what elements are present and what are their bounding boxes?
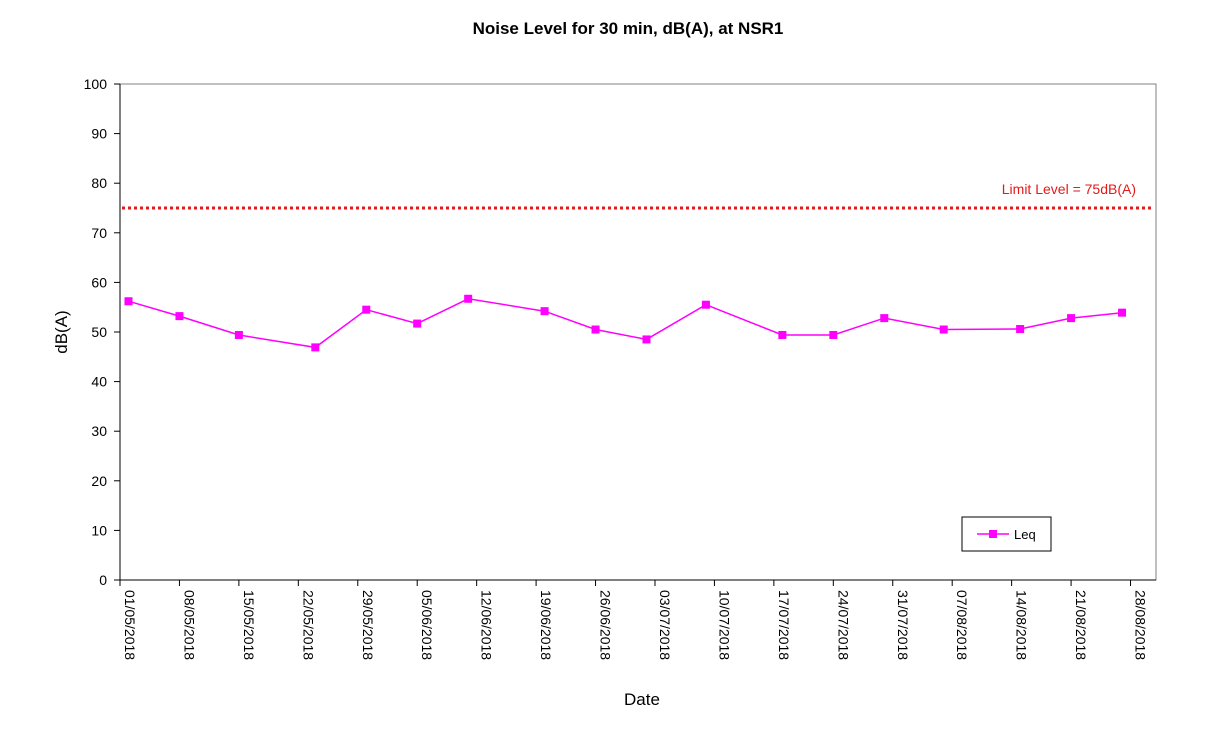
leq-data-point bbox=[540, 307, 549, 316]
leq-data-point bbox=[175, 312, 184, 321]
x-tick-label: 12/06/2018 bbox=[479, 590, 495, 660]
leq-data-point bbox=[591, 325, 600, 334]
x-tick-label: 19/06/2018 bbox=[538, 590, 554, 660]
y-tick-label: 0 bbox=[99, 572, 107, 588]
legend: Leq bbox=[961, 516, 1052, 552]
x-tick-label: 24/07/2018 bbox=[835, 590, 851, 660]
x-tick-label: 15/05/2018 bbox=[241, 590, 257, 660]
leq-data-point bbox=[1016, 325, 1025, 334]
x-axis-title: Date bbox=[624, 690, 660, 709]
x-tick-label: 17/07/2018 bbox=[776, 590, 792, 660]
limit-label: Limit Level = 75dB(A) bbox=[1002, 181, 1136, 197]
y-tick-label: 10 bbox=[91, 522, 107, 538]
leq-data-point bbox=[701, 300, 710, 309]
leq-data-point bbox=[234, 330, 243, 339]
y-tick-label: 40 bbox=[91, 374, 107, 390]
y-tick-label: 90 bbox=[91, 126, 107, 142]
x-tick-label: 22/05/2018 bbox=[300, 590, 316, 660]
y-tick-label: 100 bbox=[84, 76, 108, 92]
y-tick-label: 70 bbox=[91, 225, 107, 241]
leq-data-point bbox=[880, 314, 889, 323]
x-tick-label: 29/05/2018 bbox=[360, 590, 376, 660]
leq-data-point bbox=[829, 330, 838, 339]
plot-area bbox=[119, 83, 1157, 581]
legend-marker bbox=[989, 530, 997, 538]
chart-title: Noise Level for 30 min, dB(A), at NSR1 bbox=[473, 19, 784, 38]
leq-data-point bbox=[642, 335, 651, 344]
leq-data-point bbox=[1067, 314, 1076, 323]
x-tick-label: 01/05/2018 bbox=[122, 590, 138, 660]
leq-data-point bbox=[939, 325, 948, 334]
leq-data-point bbox=[311, 343, 320, 352]
leq-series-line bbox=[128, 298, 1123, 349]
y-axis-title: dB(A) bbox=[52, 310, 71, 353]
leq-series bbox=[124, 294, 1127, 352]
x-tick-label: 08/05/2018 bbox=[181, 590, 197, 660]
y-tick-label: 50 bbox=[91, 324, 107, 340]
y-tick-label: 80 bbox=[91, 175, 107, 191]
x-tick-label: 03/07/2018 bbox=[657, 590, 673, 660]
legend-label-leq: Leq bbox=[1014, 527, 1036, 542]
x-tick-label: 14/08/2018 bbox=[1014, 590, 1030, 660]
y-tick-label: 60 bbox=[91, 274, 107, 290]
x-tick-label: 21/08/2018 bbox=[1073, 590, 1089, 660]
x-tick-label: 10/07/2018 bbox=[716, 590, 732, 660]
leq-data-point bbox=[1118, 308, 1127, 317]
leq-data-point bbox=[464, 294, 473, 303]
x-tick-label: 31/07/2018 bbox=[895, 590, 911, 660]
leq-data-point bbox=[124, 297, 133, 306]
x-tick-label: 05/06/2018 bbox=[419, 590, 435, 660]
x-tick-label: 07/08/2018 bbox=[954, 590, 970, 660]
y-tick-label: 20 bbox=[91, 473, 107, 489]
y-axis: 0 10 20 30 40 50 60 70 80 90 100 bbox=[84, 76, 121, 588]
leq-data-point bbox=[778, 330, 787, 339]
x-axis: 01/05/2018 08/05/2018 15/05/2018 22/05/2018… bbox=[119, 579, 1156, 660]
leq-data-point bbox=[413, 319, 422, 328]
x-tick-label: 26/06/2018 bbox=[598, 590, 614, 660]
y-tick-label: 30 bbox=[91, 423, 107, 439]
x-tick-label: 28/08/2018 bbox=[1133, 590, 1149, 660]
leq-data-point bbox=[362, 305, 371, 314]
